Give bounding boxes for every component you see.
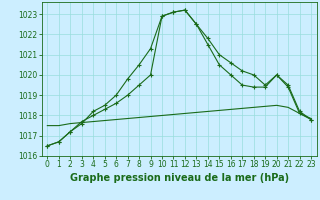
X-axis label: Graphe pression niveau de la mer (hPa): Graphe pression niveau de la mer (hPa) — [70, 173, 289, 183]
